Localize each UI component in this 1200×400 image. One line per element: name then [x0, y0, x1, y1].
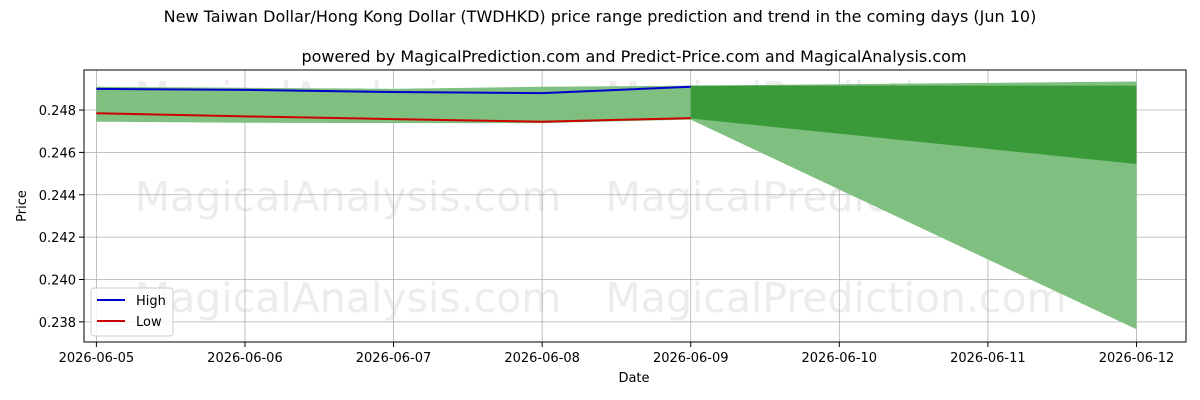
x-tick-label: 2026-06-08: [504, 351, 580, 366]
x-axis-label: Date: [618, 371, 649, 386]
historical-range-band: [96, 85, 691, 124]
legend-label-low: Low: [136, 315, 162, 330]
x-tick-label: 2026-06-06: [207, 351, 283, 366]
watermark-text: MagicalAnalysis.com: [135, 274, 562, 322]
x-tick-label: 2026-06-09: [653, 351, 729, 366]
series-lines: [96, 85, 691, 123]
chart-subtitle: powered by MagicalPrediction.com and Pre…: [301, 47, 966, 66]
x-tick-label: 2026-06-07: [356, 351, 432, 366]
prediction-bands: [96, 81, 1137, 330]
y-tick-label: 0.248: [39, 104, 76, 119]
y-tick-label: 0.244: [39, 189, 76, 204]
series-line-high: [96, 85, 691, 95]
y-axis-label: Price: [15, 190, 30, 222]
x-tick-label: 2026-06-11: [950, 351, 1026, 366]
x-tick-label: 2026-06-12: [1099, 351, 1175, 366]
x-tick-label: 2026-06-05: [59, 351, 135, 366]
y-tick-label: 0.238: [39, 316, 76, 331]
plot-frame: [83, 69, 1187, 343]
series-line-low: [96, 112, 691, 123]
watermark-text: MagicalAnalysis.com: [135, 173, 562, 221]
y-tick-label: 0.242: [39, 231, 76, 246]
y-tick-label: 0.246: [39, 146, 76, 161]
x-axis: 2026-06-05 2026-06-06 2026-06-07 2026-06-08…: [59, 342, 1175, 366]
x-tick-label: 2026-06-10: [802, 351, 878, 366]
y-axis: 0.238 0.240 0.242 0.244 0.246 0.248: [39, 104, 84, 331]
chart-title: New Taiwan Dollar/Hong Kong Dollar (TWDH…: [164, 7, 1037, 26]
prediction-inner-band: [690, 85, 1137, 165]
legend: High Low: [90, 287, 174, 337]
legend-label-high: High: [136, 294, 166, 309]
watermark-text: MagicalPrediction.com: [605, 274, 1066, 322]
y-tick-label: 0.240: [39, 274, 76, 289]
